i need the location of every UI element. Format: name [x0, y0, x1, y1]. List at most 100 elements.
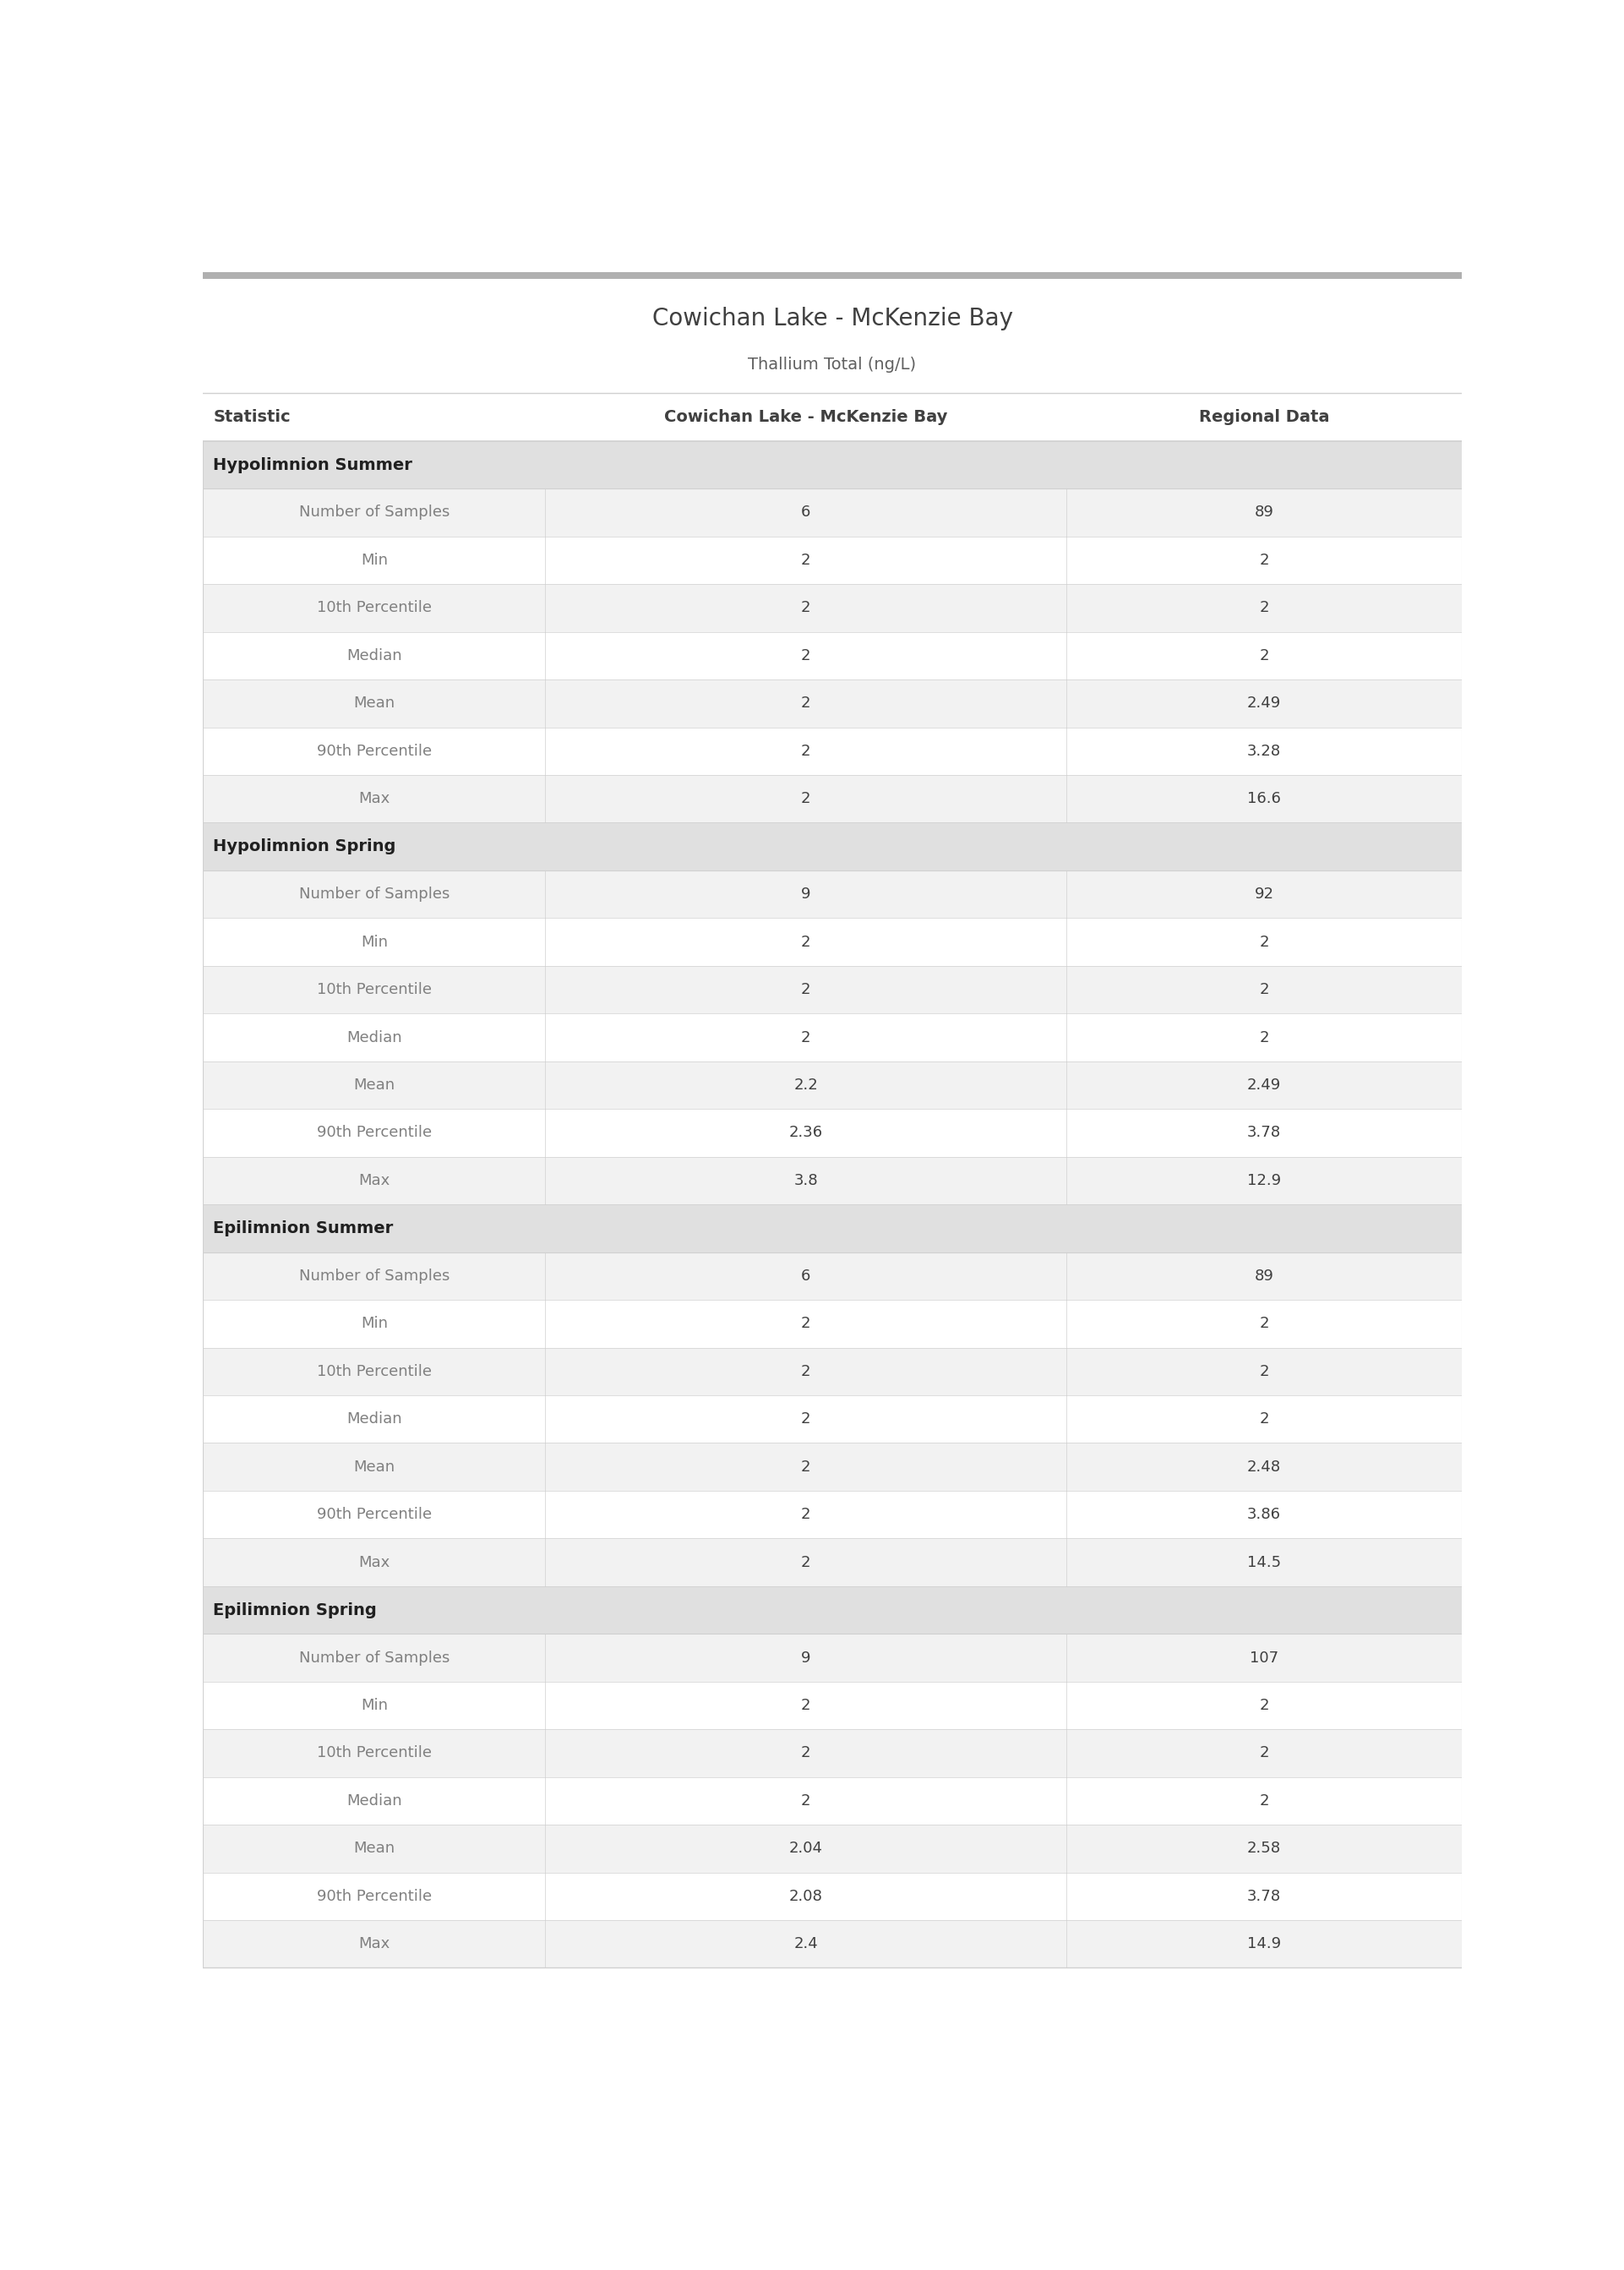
Text: Median: Median	[346, 1031, 401, 1044]
Text: 2: 2	[801, 1317, 810, 1330]
Bar	[203, 393, 1462, 440]
Text: Mean: Mean	[354, 1460, 395, 1476]
Text: 2: 2	[801, 935, 810, 949]
Bar	[203, 1205, 1462, 1253]
Text: 2.4: 2.4	[794, 1936, 818, 1952]
Text: 2: 2	[1259, 1031, 1268, 1044]
Text: 2.08: 2.08	[789, 1889, 823, 1905]
Bar	[203, 1920, 1462, 1968]
Text: Mean: Mean	[354, 1078, 395, 1092]
Text: Statistic: Statistic	[213, 409, 291, 424]
Text: 2: 2	[1259, 599, 1268, 615]
Text: Median: Median	[346, 1793, 401, 1809]
Bar	[203, 1015, 1462, 1062]
Text: 3.78: 3.78	[1247, 1126, 1281, 1140]
Bar	[203, 1539, 1462, 1587]
Text: 2.58: 2.58	[1247, 1841, 1281, 1857]
Text: Max: Max	[359, 792, 390, 806]
Text: 2: 2	[1259, 983, 1268, 997]
Text: 9: 9	[801, 888, 810, 901]
Text: Number of Samples: Number of Samples	[299, 888, 450, 901]
Text: 2: 2	[801, 1698, 810, 1714]
Text: Cowichan Lake - McKenzie Bay: Cowichan Lake - McKenzie Bay	[651, 306, 1013, 331]
Text: Cowichan Lake - McKenzie Bay: Cowichan Lake - McKenzie Bay	[664, 409, 947, 424]
Text: Median: Median	[346, 1412, 401, 1428]
Text: Min: Min	[361, 1698, 388, 1714]
Text: 2: 2	[801, 1364, 810, 1380]
Text: 2.49: 2.49	[1247, 697, 1281, 711]
Text: 2: 2	[801, 1793, 810, 1809]
Text: Regional Data: Regional Data	[1199, 409, 1330, 424]
Text: Mean: Mean	[354, 1841, 395, 1857]
Text: Number of Samples: Number of Samples	[299, 1650, 450, 1666]
Bar	[203, 1062, 1462, 1110]
Text: 2.04: 2.04	[789, 1841, 823, 1857]
Text: 89: 89	[1254, 1269, 1273, 1283]
Text: 2: 2	[1259, 1793, 1268, 1809]
Bar	[203, 774, 1462, 822]
Text: 10th Percentile: 10th Percentile	[317, 599, 432, 615]
Bar	[203, 869, 1462, 917]
Text: 2: 2	[801, 1507, 810, 1523]
Bar	[203, 536, 1462, 583]
Bar	[203, 1158, 1462, 1205]
Text: 2: 2	[801, 649, 810, 663]
Text: 2: 2	[1259, 935, 1268, 949]
Bar	[203, 1777, 1462, 1825]
Text: 2: 2	[801, 1031, 810, 1044]
Bar	[203, 1587, 1462, 1634]
Text: Max: Max	[359, 1555, 390, 1571]
Bar	[203, 1301, 1462, 1348]
Text: 2.49: 2.49	[1247, 1078, 1281, 1092]
Text: 16.6: 16.6	[1247, 792, 1281, 806]
Bar	[203, 726, 1462, 774]
Text: 2: 2	[801, 745, 810, 758]
Bar	[203, 1444, 1462, 1491]
Bar	[203, 1253, 1462, 1301]
Bar	[203, 1825, 1462, 1873]
Bar	[203, 631, 1462, 679]
Text: 6: 6	[801, 504, 810, 520]
Text: Min: Min	[361, 935, 388, 949]
Bar	[203, 1730, 1462, 1777]
Text: 2: 2	[801, 697, 810, 711]
Bar	[203, 1873, 1462, 1920]
Text: 2: 2	[1259, 552, 1268, 568]
Text: Thallium Total (ng/L): Thallium Total (ng/L)	[749, 356, 916, 372]
Bar	[203, 1396, 1462, 1444]
Text: 90th Percentile: 90th Percentile	[317, 1889, 432, 1905]
Bar	[203, 917, 1462, 965]
Bar	[203, 440, 1462, 488]
Text: 2: 2	[1259, 1698, 1268, 1714]
Text: 90th Percentile: 90th Percentile	[317, 1507, 432, 1523]
Text: 90th Percentile: 90th Percentile	[317, 745, 432, 758]
Text: 2: 2	[801, 1460, 810, 1476]
Text: 12.9: 12.9	[1247, 1174, 1281, 1187]
Text: Min: Min	[361, 552, 388, 568]
Text: 6: 6	[801, 1269, 810, 1283]
Text: 10th Percentile: 10th Percentile	[317, 1746, 432, 1762]
Bar	[203, 1634, 1462, 1682]
Bar	[203, 583, 1462, 631]
Text: 2.36: 2.36	[789, 1126, 823, 1140]
Text: 14.9: 14.9	[1247, 1936, 1281, 1952]
Text: 89: 89	[1254, 504, 1273, 520]
Bar	[203, 1682, 1462, 1730]
Text: 2: 2	[801, 1555, 810, 1571]
Bar	[203, 1491, 1462, 1539]
Text: 2: 2	[1259, 1364, 1268, 1380]
Text: Hypolimnion Spring: Hypolimnion Spring	[213, 838, 396, 854]
Bar	[203, 965, 1462, 1015]
Text: Min: Min	[361, 1317, 388, 1330]
Text: Max: Max	[359, 1174, 390, 1187]
Text: Epilimnion Spring: Epilimnion Spring	[213, 1603, 377, 1619]
Text: 2: 2	[801, 983, 810, 997]
Text: 10th Percentile: 10th Percentile	[317, 1364, 432, 1380]
Text: 2.2: 2.2	[794, 1078, 818, 1092]
Bar	[203, 822, 1462, 869]
Text: 2: 2	[1259, 1746, 1268, 1762]
Text: 3.8: 3.8	[794, 1174, 818, 1187]
Text: 92: 92	[1254, 888, 1273, 901]
Text: 14.5: 14.5	[1247, 1555, 1281, 1571]
Text: 10th Percentile: 10th Percentile	[317, 983, 432, 997]
